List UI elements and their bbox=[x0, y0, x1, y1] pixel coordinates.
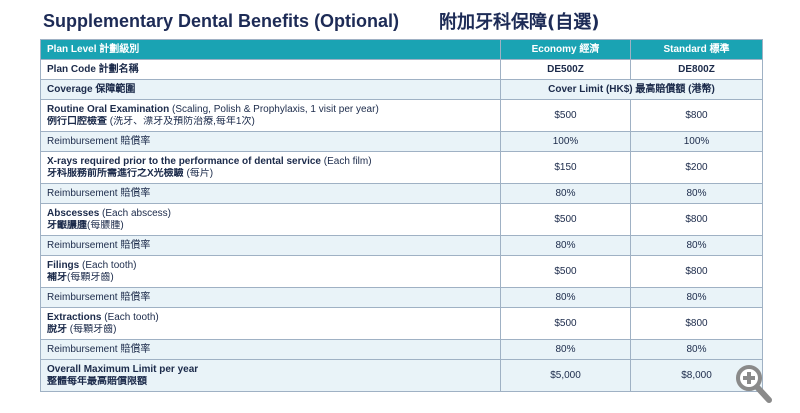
economy-limit: $500 bbox=[500, 255, 631, 288]
overall-limit-label-en: Overall Maximum Limit per year bbox=[47, 363, 199, 375]
benefit-name-en: Routine Oral Examination bbox=[47, 103, 170, 115]
reimbursement-label: Reimbursement 賠償率 bbox=[40, 287, 501, 308]
benefit-detail-en: (Each film) bbox=[320, 155, 372, 167]
benefit-name-zh: 例行口腔檢查 bbox=[47, 115, 107, 127]
standard-limit: $200 bbox=[630, 151, 763, 184]
dental-benefits-table: Plan Level 計劃級別 Economy 經濟 Standard 標準 P… bbox=[40, 39, 763, 392]
economy-reimbursement: 80% bbox=[500, 183, 631, 204]
coverage-label: Coverage 保障範圍 bbox=[40, 79, 501, 100]
reimbursement-row: Reimbursement 賠償率 80% 80% bbox=[40, 339, 763, 360]
plan-level-label: Plan Level 計劃級別 bbox=[40, 39, 501, 60]
benefit-detail-zh: (每片) bbox=[183, 167, 214, 179]
reimbursement-row: Reimbursement 賠償率 80% 80% bbox=[40, 183, 763, 204]
economy-limit: $500 bbox=[500, 99, 631, 132]
reimbursement-row: Reimbursement 賠償率 80% 80% bbox=[40, 235, 763, 256]
benefit-name-en: X-rays required prior to the performance… bbox=[47, 155, 321, 167]
benefit-detail-zh: (洗牙、漂牙及預防治療,每年1次) bbox=[107, 115, 255, 127]
benefit-detail-zh: (每顆牙齒) bbox=[67, 271, 114, 283]
plan-code-row: Plan Code 計劃名稱 DE500Z DE800Z bbox=[40, 59, 763, 80]
economy-limit: $150 bbox=[500, 151, 631, 184]
benefit-name-zh: 脫牙 bbox=[47, 323, 67, 335]
standard-reimbursement: 80% bbox=[630, 183, 763, 204]
economy-reimbursement: 80% bbox=[500, 287, 631, 308]
benefit-detail-zh: (每顆牙齒) bbox=[67, 323, 117, 335]
standard-reimbursement: 80% bbox=[630, 339, 763, 360]
benefit-name-en: Abscesses bbox=[47, 207, 100, 219]
economy-reimbursement: 80% bbox=[500, 339, 631, 360]
cover-limit-label: Cover Limit (HK$) 最高賠償額 (港幣) bbox=[500, 79, 763, 100]
benefit-description: Extractions (Each tooth) 脫牙 (每顆牙齒) bbox=[40, 307, 501, 340]
economy-column-header: Economy 經濟 bbox=[500, 39, 631, 60]
table-row: Filings (Each tooth) 補牙(每顆牙齒) $500 $800 bbox=[40, 255, 763, 288]
plan-code-label: Plan Code 計劃名稱 bbox=[40, 59, 501, 80]
benefit-name-en: Extractions bbox=[47, 311, 102, 323]
benefit-name-zh: 牙齦膿腫 bbox=[47, 219, 87, 231]
table-header-row: Plan Level 計劃級別 Economy 經濟 Standard 標準 bbox=[40, 39, 763, 60]
page-header: Supplementary Dental Benefits (Optional)… bbox=[43, 8, 763, 34]
standard-column-header: Standard 標準 bbox=[630, 39, 763, 60]
benefit-detail-zh: (每膿腫) bbox=[87, 219, 124, 231]
table-row: Abscesses (Each abscess) 牙齦膿腫(每膿腫) $500 … bbox=[40, 203, 763, 236]
standard-limit: $800 bbox=[630, 307, 763, 340]
table-row: Routine Oral Examination (Scaling, Polis… bbox=[40, 99, 763, 132]
economy-plan-code: DE500Z bbox=[500, 59, 631, 80]
benefit-description: Abscesses (Each abscess) 牙齦膿腫(每膿腫) bbox=[40, 203, 501, 236]
standard-limit: $800 bbox=[630, 203, 763, 236]
standard-reimbursement: 80% bbox=[630, 235, 763, 256]
table-row: Extractions (Each tooth) 脫牙 (每顆牙齒) $500 … bbox=[40, 307, 763, 340]
overall-limit-description: Overall Maximum Limit per year 整體每年最高賠償限… bbox=[40, 359, 501, 392]
benefit-description: X-rays required prior to the performance… bbox=[40, 151, 501, 184]
economy-overall-limit: $5,000 bbox=[500, 359, 631, 392]
economy-limit: $500 bbox=[500, 203, 631, 236]
standard-limit: $800 bbox=[630, 99, 763, 132]
standard-limit: $800 bbox=[630, 255, 763, 288]
standard-reimbursement: 100% bbox=[630, 131, 763, 152]
zoom-in-button[interactable] bbox=[735, 364, 775, 408]
overall-limit-row: Overall Maximum Limit per year 整體每年最高賠償限… bbox=[40, 359, 763, 392]
overall-limit-label-zh: 整體每年最高賠償限額 bbox=[47, 375, 147, 387]
economy-limit: $500 bbox=[500, 307, 631, 340]
benefit-name-zh: 補牙 bbox=[47, 271, 67, 283]
benefit-detail-en: (Each abscess) bbox=[99, 207, 171, 219]
standard-reimbursement: 80% bbox=[630, 287, 763, 308]
benefit-detail-en: (Each tooth) bbox=[79, 259, 137, 271]
reimbursement-label: Reimbursement 賠償率 bbox=[40, 235, 501, 256]
benefit-name-en: Filings bbox=[47, 259, 80, 271]
benefit-detail-en: (Scaling, Polish & Prophylaxis, 1 visit … bbox=[169, 103, 379, 115]
reimbursement-row: Reimbursement 賠償率 100% 100% bbox=[40, 131, 763, 152]
benefit-description: Filings (Each tooth) 補牙(每顆牙齒) bbox=[40, 255, 501, 288]
benefit-detail-en: (Each tooth) bbox=[101, 311, 159, 323]
coverage-row: Coverage 保障範圍 Cover Limit (HK$) 最高賠償額 (港… bbox=[40, 79, 763, 100]
page-title-en: Supplementary Dental Benefits (Optional) bbox=[43, 10, 400, 31]
reimbursement-label: Reimbursement 賠償率 bbox=[40, 183, 501, 204]
reimbursement-label: Reimbursement 賠償率 bbox=[40, 131, 501, 152]
table-row: X-rays required prior to the performance… bbox=[40, 151, 763, 184]
reimbursement-row: Reimbursement 賠償率 80% 80% bbox=[40, 287, 763, 308]
economy-reimbursement: 100% bbox=[500, 131, 631, 152]
zoom-in-icon bbox=[736, 365, 772, 403]
page-title-zh: 附加牙科保障(自選) bbox=[439, 12, 600, 33]
standard-plan-code: DE800Z bbox=[630, 59, 763, 80]
benefit-description: Routine Oral Examination (Scaling, Polis… bbox=[40, 99, 501, 132]
reimbursement-label: Reimbursement 賠償率 bbox=[40, 339, 501, 360]
benefit-name-zh: 牙科服務前所需進行之X光檢驗 bbox=[47, 167, 184, 179]
economy-reimbursement: 80% bbox=[500, 235, 631, 256]
